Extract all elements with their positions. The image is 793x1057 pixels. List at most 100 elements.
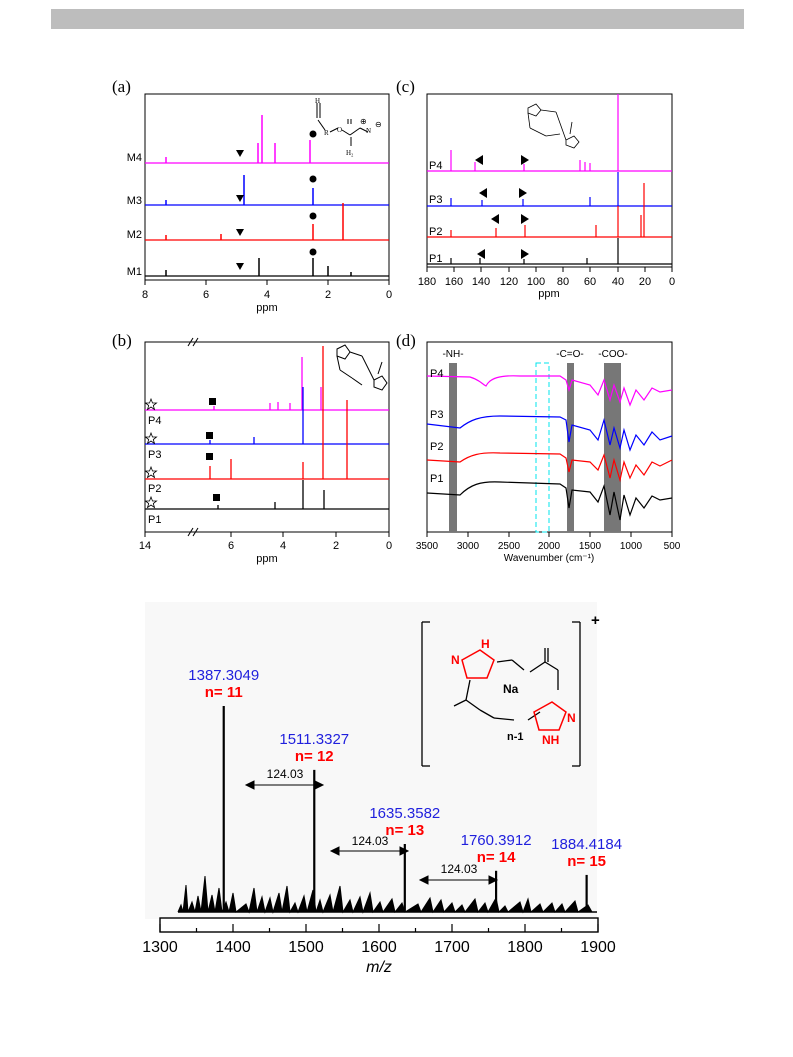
panel-c-tick-label: 20 <box>639 276 651 288</box>
panel-d-tick-label: 3500 <box>416 541 439 552</box>
panel-b-ticks <box>144 532 390 537</box>
ms-peak-mz-label: 1760.3912 <box>461 832 532 849</box>
ms-peak-mz-label: 1511.3327 <box>279 731 349 748</box>
n-minus-1-label: n-1 <box>507 731 524 743</box>
trace-c-p2-peaks <box>450 183 645 237</box>
struct-n-upper: N <box>451 653 460 667</box>
nh-band-label: -NH- <box>442 349 463 360</box>
panel-c-ticks <box>426 267 673 272</box>
struct-nh-lower: NH <box>542 733 559 747</box>
panel-c-tick-label: 60 <box>584 276 596 288</box>
charge-label: + <box>591 612 600 629</box>
trace-d-p1 <box>426 481 673 521</box>
trace-d-p3 <box>426 415 673 452</box>
struct-h-label: H <box>315 97 320 105</box>
ms-background <box>145 602 597 919</box>
trace-c-p1-label: P1 <box>429 253 442 265</box>
axis-break <box>187 337 199 537</box>
panel-a-tick-label: 8 <box>142 289 148 301</box>
panel-a-markers <box>236 130 317 270</box>
panel-b-star-markers <box>144 397 158 509</box>
struct-plus: ⊕ <box>360 117 367 126</box>
panel-b-tick-label: 2 <box>333 540 339 552</box>
ms-peak-mz-label: 1387.3049 <box>188 667 259 684</box>
trace-d-p3-label: P3 <box>430 409 443 421</box>
trace-m1-peaks <box>165 258 352 276</box>
trace-d-p1-label: P1 <box>430 473 443 485</box>
ms-peak-n-label: n= 13 <box>385 822 424 839</box>
trace-c-p3-peaks <box>450 172 619 206</box>
trace-p4-label: P4 <box>148 415 161 427</box>
ms-tick-label: 1900 <box>580 939 616 956</box>
struct-n-label: N <box>366 127 371 135</box>
ms-tick-label: 1700 <box>434 939 470 956</box>
trace-d-p4-label: P4 <box>430 368 443 380</box>
panel-a-tick-label: 4 <box>264 289 270 301</box>
ms-structure: + Na n-1 H N N NH <box>421 612 600 767</box>
panel-d: (d) -NH- -C=O- -COO- P4 P3 P2 P1 3500 30… <box>396 331 681 564</box>
trace-m1-label: M1 <box>127 266 142 278</box>
sodium-label: Na <box>503 682 519 696</box>
panel-b-xlabel: ppm <box>256 553 277 565</box>
ms-ticks <box>159 924 599 932</box>
panel-a-frame <box>144 93 390 281</box>
panel-a: (a) <box>112 77 392 314</box>
panel-c-tick-label: 40 <box>612 276 624 288</box>
panel-b-label: (b) <box>112 331 132 350</box>
coo-band-label: -COO- <box>598 349 627 360</box>
struct-minus: ⊖ <box>375 120 382 129</box>
trace-d-p4 <box>426 375 673 407</box>
ms-peak-n-label: n= 12 <box>295 748 334 765</box>
panel-d-tick-label: 2000 <box>538 541 561 552</box>
trace-m2-peaks <box>165 203 344 240</box>
trace-m4-peaks <box>165 115 311 163</box>
ms-tick-label: 1600 <box>361 939 397 956</box>
trace-p3-label: P3 <box>148 449 161 461</box>
spacing-arrows <box>244 780 499 885</box>
panel-a-xlabel: ppm <box>256 302 277 314</box>
trace-p3-peaks <box>209 387 304 444</box>
panel-d-tick-label: 2500 <box>498 541 521 552</box>
panel-c-tick-label: 100 <box>527 276 545 288</box>
panel-c-tick-label: 140 <box>472 276 490 288</box>
coo-band <box>604 363 621 532</box>
monomer-structure <box>316 103 369 146</box>
polymer-structure-b <box>336 344 388 391</box>
panel-d-tick-label: 1000 <box>620 541 643 552</box>
panel-b-tick-label: 14 <box>139 540 151 552</box>
panel-d-ticks <box>426 532 673 537</box>
ms-peak-mz-label: 1635.3582 <box>369 805 440 822</box>
struct-r-label: R <box>324 129 329 137</box>
panel-b-tick-label: 4 <box>280 540 286 552</box>
spacing-label: 124.03 <box>352 834 389 848</box>
panel-b-tick-label: 6 <box>228 540 234 552</box>
panel-c-xlabel: ppm <box>538 288 559 300</box>
trace-c-p4-label: P4 <box>429 160 442 172</box>
spacing-label: 124.03 <box>267 767 304 781</box>
panel-c-label: (c) <box>396 77 415 96</box>
nh-band <box>449 363 457 532</box>
trace-d-p2-label: P2 <box>430 441 443 453</box>
ms-tick-label: 1400 <box>215 939 251 956</box>
panel-c-tick-label: 80 <box>557 276 569 288</box>
co-band-label: -C=O- <box>556 349 584 360</box>
ms-peak-mz-label: 1884.4184 <box>551 836 622 853</box>
trace-d-p2 <box>426 452 673 483</box>
trace-p1-label: P1 <box>148 514 161 526</box>
struct-n-lower: N <box>567 711 576 725</box>
ms-tick-label: 1800 <box>507 939 543 956</box>
panel-a-tick-label: 0 <box>386 289 392 301</box>
panel-c-tick-label: 0 <box>669 276 675 288</box>
panel-d-xlabel: Wavenumber (cm⁻¹) <box>504 553 594 564</box>
polymer-structure-c <box>527 103 580 149</box>
panel-b-tick-label: 0 <box>386 540 392 552</box>
trace-c-p3-label: P3 <box>429 194 442 206</box>
panel-c: (c) <box>396 77 675 300</box>
trace-p1-peaks <box>217 480 325 509</box>
trace-m3-label: M3 <box>127 195 142 207</box>
trace-p2-peaks <box>209 346 348 479</box>
ms-peak-n-label: n= 14 <box>477 849 516 866</box>
trace-m4-label: M4 <box>127 152 142 164</box>
trace-m2-label: M2 <box>127 229 142 241</box>
